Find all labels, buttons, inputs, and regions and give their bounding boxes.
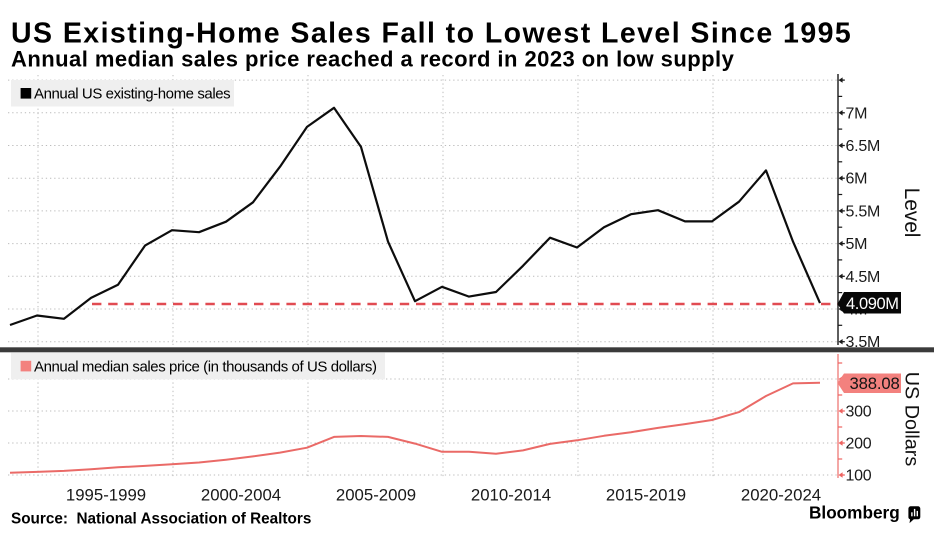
- svg-text:2000-2004: 2000-2004: [201, 486, 281, 505]
- svg-text:4.090M: 4.090M: [846, 295, 899, 313]
- svg-text:4.5M: 4.5M: [846, 269, 881, 286]
- svg-text:3.5M: 3.5M: [846, 334, 881, 351]
- svg-text:Annual median sales price (in: Annual median sales price (in thousands …: [34, 359, 377, 376]
- svg-text:5.5M: 5.5M: [846, 203, 881, 220]
- svg-text:Level: Level: [900, 188, 923, 238]
- svg-text:2020-2024: 2020-2024: [741, 486, 821, 505]
- svg-text:Annual US existing-home sales: Annual US existing-home sales: [34, 86, 230, 103]
- svg-text:100: 100: [846, 468, 872, 485]
- svg-text:5M: 5M: [846, 236, 868, 253]
- svg-text:Annual median sales price reac: Annual median sales price reached a reco…: [11, 47, 735, 72]
- svg-text:2005-2009: 2005-2009: [336, 486, 416, 505]
- svg-text:2015-2019: 2015-2019: [606, 486, 686, 505]
- svg-text:300: 300: [846, 404, 872, 421]
- svg-text:200: 200: [846, 436, 872, 453]
- svg-text:6.5M: 6.5M: [846, 138, 881, 155]
- svg-text:US Existing-Home Sales Fall to: US Existing-Home Sales Fall to Lowest Le…: [11, 17, 852, 49]
- svg-text:1995-1999: 1995-1999: [66, 486, 146, 505]
- svg-text:388.08: 388.08: [850, 374, 900, 393]
- svg-text:6M: 6M: [846, 171, 868, 188]
- svg-text:Source: National Association: Source: National Association of Realtors: [11, 510, 311, 527]
- svg-text:2010-2014: 2010-2014: [471, 486, 551, 505]
- svg-text:Bloomberg: Bloomberg: [809, 502, 900, 522]
- svg-text:US Dollars: US Dollars: [901, 372, 923, 467]
- svg-text:7M: 7M: [846, 105, 868, 122]
